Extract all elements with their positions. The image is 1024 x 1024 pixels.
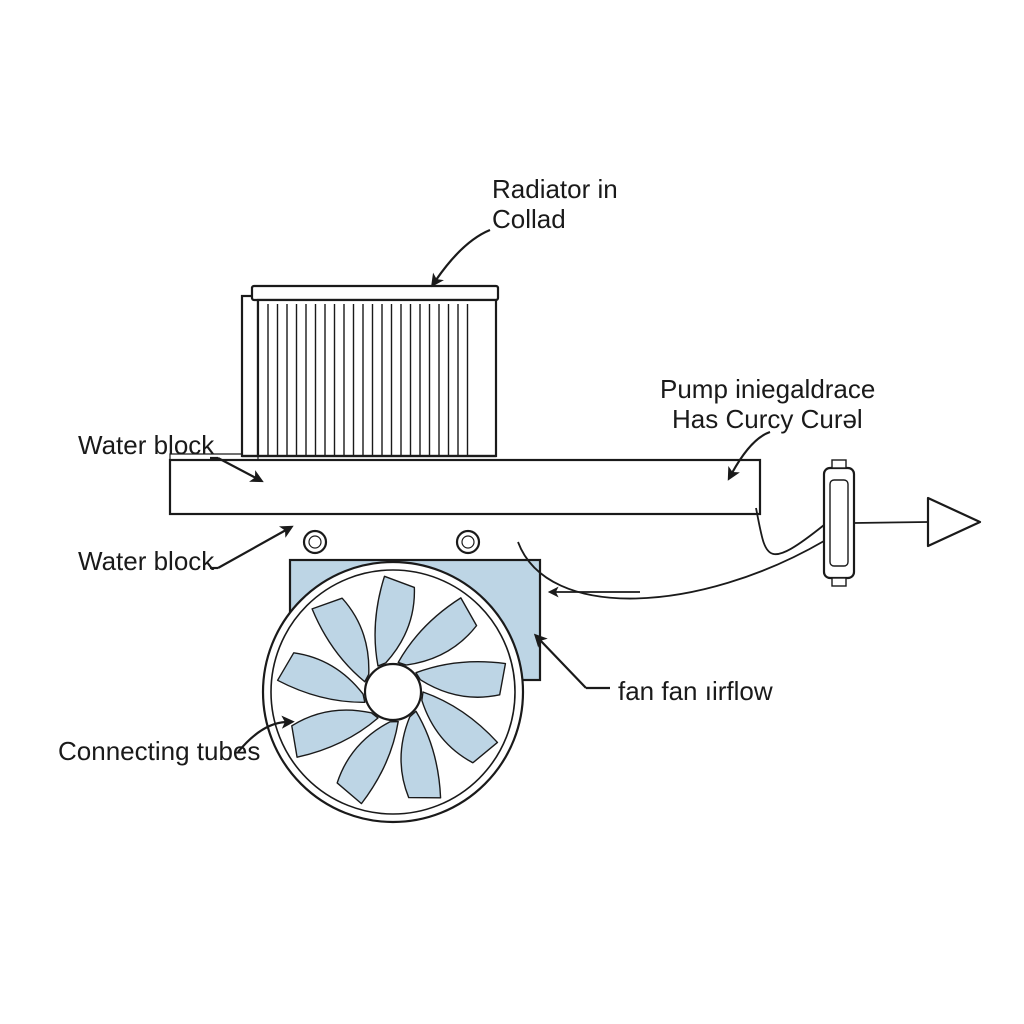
label-radiator-l1: Radiator in	[492, 174, 618, 204]
label-pump-l2: Has Curcy Curəl	[672, 404, 863, 434]
radiator	[242, 286, 498, 456]
label-fan-airflow: fan fan ıirflow	[618, 676, 773, 706]
water-block-bar	[170, 454, 760, 514]
mounting-bolts	[304, 531, 479, 553]
label-water-block-bottom: Water block	[78, 546, 215, 576]
fan-assembly	[263, 560, 540, 822]
label-water-block-top: Water block	[78, 430, 215, 460]
cooling-system-diagram: Radiator inCollad Pump iniegaldraceHas Cu…	[0, 0, 1024, 1024]
label-radiator-l2: Collad	[492, 204, 566, 234]
label-pump-l1: Pump iniegaldrace	[660, 374, 875, 404]
label-connecting-tubes: Connecting tubes	[58, 736, 260, 766]
